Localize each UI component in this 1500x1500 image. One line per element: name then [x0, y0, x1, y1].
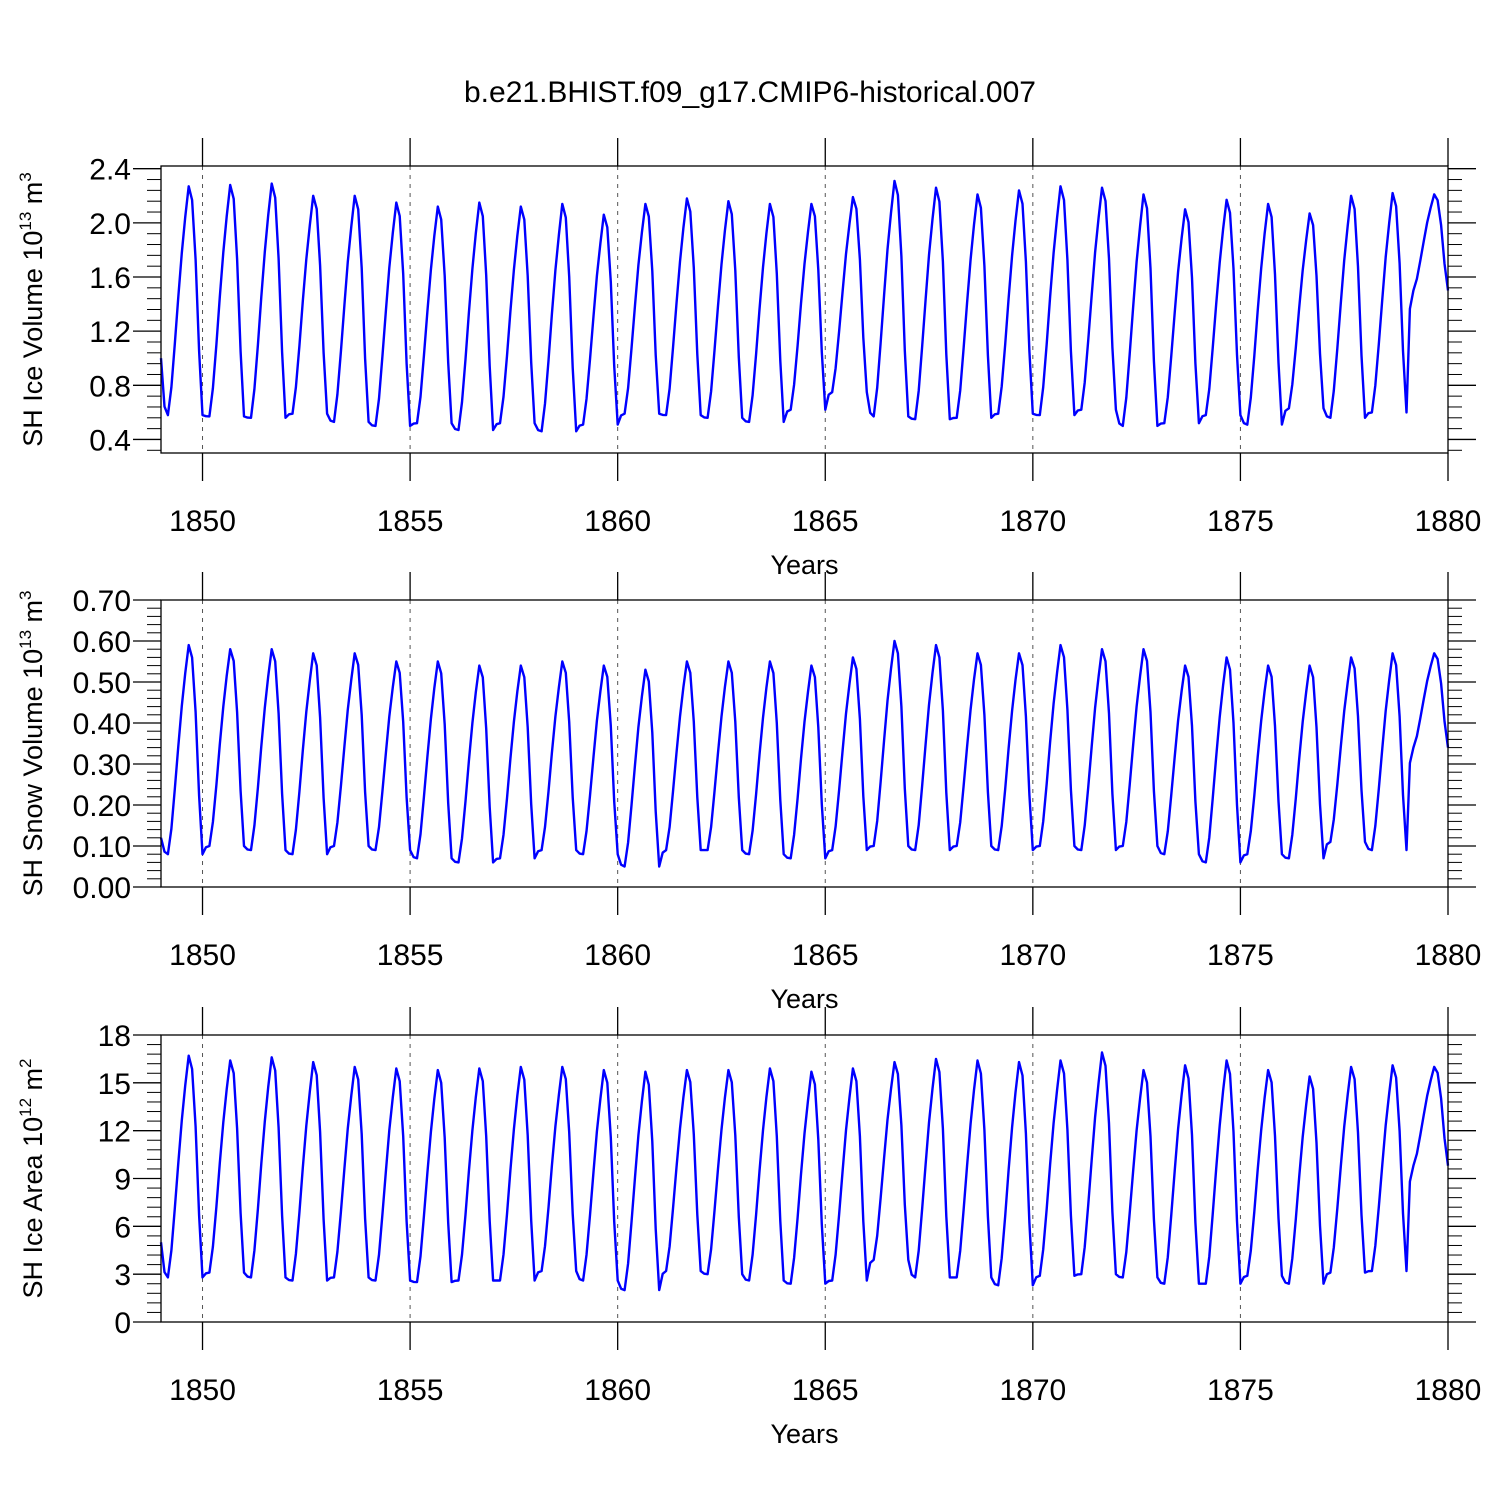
series-line: [159, 639, 1450, 868]
x-tick-label: 1870: [999, 1374, 1066, 1407]
x-tick-label: 1865: [792, 1374, 859, 1407]
x-axis-label: Years: [770, 984, 838, 1014]
x-tick-label: 1850: [169, 939, 236, 972]
plot-frame: [160, 599, 1449, 888]
x-tick-label: 1865: [792, 939, 859, 972]
series-line: [159, 179, 1450, 433]
y-tick-label: 6: [114, 1211, 131, 1244]
x-tick-label: 1875: [1207, 1374, 1274, 1407]
x-tick-label: 1880: [1415, 505, 1482, 538]
y-tick-label: 12: [98, 1116, 131, 1149]
y-tick-label: 0: [114, 1307, 131, 1340]
y-tick-label: 0.40: [73, 708, 131, 741]
y-tick-label: 0.00: [73, 872, 131, 905]
y-tick-label: 9: [114, 1164, 131, 1197]
x-tick-label: 1880: [1415, 1374, 1482, 1407]
y-tick-label: 0.70: [73, 585, 131, 618]
figure-title: b.e21.BHIST.f09_g17.CMIP6-historical.007: [464, 76, 1036, 109]
x-axis-label: Years: [770, 1419, 838, 1449]
x-tick-label: 1860: [584, 939, 651, 972]
x-tick-label: 1875: [1207, 939, 1274, 972]
chart-panel-1: 0.4 0.8 1.2 1.6 2.0 2.4 1850 1855 1860 1865 1870 18…: [16, 138, 1481, 580]
y-tick-label: 0.60: [73, 626, 131, 659]
y-tick-label: 2.0: [89, 208, 131, 241]
y-tick-label: 2.4: [89, 154, 131, 187]
y-tick-label: 0.50: [73, 667, 131, 700]
y-tick-label: 1.2: [89, 316, 131, 349]
y-tick-label: 0.20: [73, 790, 131, 823]
y-axis-label: SH Ice Area 1012 m2: [16, 1059, 48, 1299]
x-tick-label: 1880: [1415, 939, 1482, 972]
x-tick-label: 1865: [792, 505, 859, 538]
y-tick-label: 18: [98, 1020, 131, 1053]
y-tick-label: 0.8: [89, 370, 131, 403]
y-tick-label: 15: [98, 1068, 131, 1101]
x-tick-label: 1870: [999, 939, 1066, 972]
x-tick-label: 1850: [169, 1374, 236, 1407]
x-tick-label: 1855: [377, 1374, 444, 1407]
x-tick-label: 1850: [169, 505, 236, 538]
x-tick-label: 1860: [584, 1374, 651, 1407]
x-tick-label: 1870: [999, 505, 1066, 538]
x-axis-label: Years: [770, 550, 838, 580]
x-tick-label: 1875: [1207, 505, 1274, 538]
series-line: [159, 1051, 1450, 1292]
x-tick-label: 1855: [377, 505, 444, 538]
chart-panel-3: 0 3 6 9 12 15 18 1850 1855 1860 1865 1870 1875 1880 Ye…: [16, 1007, 1481, 1449]
y-tick-label: 1.6: [89, 262, 131, 295]
y-tick-label: 3: [114, 1259, 131, 1292]
y-tick-label: 0.4: [89, 424, 131, 457]
y-tick-label: 0.30: [73, 749, 131, 782]
y-axis-label: SH Snow Volume 1013 m3: [16, 590, 48, 896]
y-tick-label: 0.10: [73, 831, 131, 864]
x-tick-label: 1855: [377, 939, 444, 972]
chart-panel-2: 0.00 0.10 0.20 0.30 0.40 0.50 0.60 0.70 1850 1855…: [16, 572, 1481, 1014]
x-tick-label: 1860: [584, 505, 651, 538]
y-axis-label: SH Ice Volume 1013 m3: [16, 172, 48, 447]
